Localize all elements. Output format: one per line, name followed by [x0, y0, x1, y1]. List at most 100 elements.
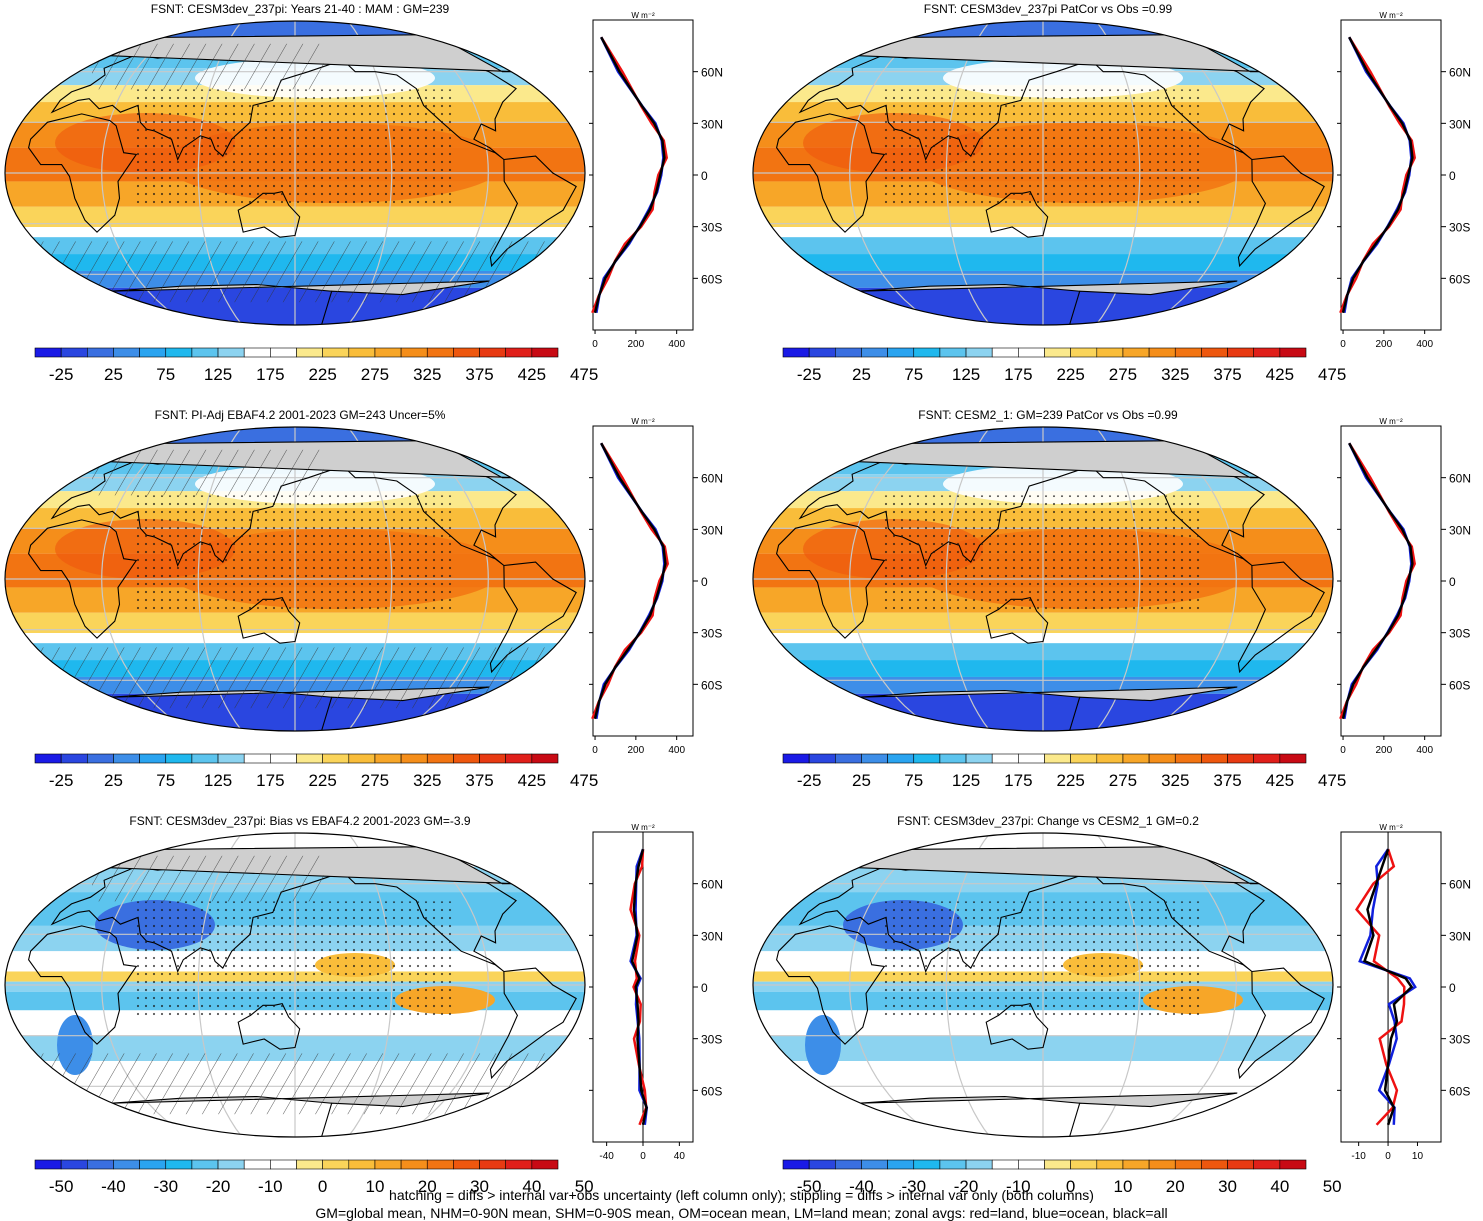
- zonal-ylabel: 30S: [1449, 1033, 1470, 1047]
- panel-title: FSNT: CESM3dev_237pi PatCor vs Obs =0.99: [923, 2, 1173, 16]
- colorbar-cell: [87, 753, 114, 764]
- colorbar-cell: [1096, 347, 1124, 358]
- colorbar-label: 175: [1004, 365, 1032, 384]
- colorbar-cell: [835, 347, 862, 358]
- panel-title: FSNT: CESM2_1: GM=239 PatCor vs Obs =0.9…: [918, 408, 1178, 422]
- colorbar-label: -10: [1006, 1177, 1031, 1196]
- zonal-ylabel: 30S: [701, 627, 722, 641]
- colorbar-label: -25: [49, 771, 74, 790]
- colorbar-cell: [322, 1159, 350, 1170]
- colorbar-cell: [808, 753, 836, 764]
- colorbar-label: -20: [954, 1177, 979, 1196]
- colorbar-cell: [479, 753, 506, 764]
- colorbar-cell: [270, 753, 297, 764]
- colorbar-label: 475: [570, 771, 598, 790]
- colorbar-cell: [887, 347, 915, 358]
- colorbar-label: 25: [852, 365, 871, 384]
- zonal-line-all: [1362, 848, 1414, 1126]
- colorbar-cell: [348, 1159, 376, 1170]
- colorbar-cell: [531, 1159, 559, 1170]
- zonal-xlabel: 200: [628, 339, 645, 350]
- colorbar-label: 125: [204, 771, 232, 790]
- colorbar-cell: [861, 347, 888, 358]
- colorbar-label: 225: [1056, 365, 1084, 384]
- colorbar-cell: [270, 347, 297, 358]
- colorbar-cell: [87, 1159, 114, 1170]
- stippling: [135, 495, 455, 610]
- footer-line-2: GM=global mean, NHM=0-90N mean, SHM=0-90…: [315, 1205, 1168, 1221]
- colorbar-cell: [348, 347, 376, 358]
- zonal-ylabel: 60S: [701, 272, 722, 286]
- colorbar-cell: [1253, 753, 1281, 764]
- colorbar-cell: [1201, 753, 1228, 764]
- zonal-ylabel: 30N: [1449, 523, 1471, 537]
- hatching: [5, 647, 585, 709]
- zonal-xlabel: 400: [1416, 745, 1433, 756]
- colorbar-cell: [1253, 347, 1281, 358]
- panel-graphics: -25 25 75 125 175 225 275 325 375 425 475 W m⁻² 60N 3…: [752, 11, 1471, 384]
- colorbar-label: 275: [361, 771, 389, 790]
- colorbar-cell: [453, 1159, 480, 1170]
- colorbar-cell: [139, 1159, 167, 1170]
- colorbar-cell: [113, 347, 140, 358]
- colorbar-label: -30: [901, 1177, 926, 1196]
- zonal-line-all: [1341, 442, 1414, 720]
- coastline-antarctica: [859, 1092, 1238, 1137]
- colorbar-label: 40: [1270, 1177, 1289, 1196]
- colorbar-cell: [191, 1159, 219, 1170]
- colorbar-cell: [87, 347, 114, 358]
- zonal-ylabel: 30N: [701, 117, 723, 131]
- colorbar-cell: [374, 347, 402, 358]
- stippling: [135, 901, 455, 1016]
- colorbar-cell: [835, 753, 862, 764]
- colorbar-cell: [861, 753, 888, 764]
- colorbar-label: 375: [1213, 771, 1241, 790]
- colorbar-label: 50: [575, 1177, 594, 1196]
- colorbar-cell: [60, 753, 88, 764]
- colorbar-label: -25: [797, 771, 822, 790]
- zonal-ylabel: 60N: [1449, 66, 1471, 80]
- zonal-ylabel: 0: [1449, 981, 1456, 995]
- panel-graphics: -25 25 75 125 175 225 275 325 375 425 475 W m⁻² 60N 3…: [4, 11, 723, 384]
- colorbar-label: 225: [1056, 771, 1084, 790]
- zonal-ylabel: 0: [701, 575, 708, 589]
- colorbar-cell: [243, 753, 271, 764]
- colorbar-label: 325: [1161, 771, 1189, 790]
- map-border: [4, 20, 586, 326]
- colorbar-cell: [348, 753, 376, 764]
- colorbar-label: 225: [308, 771, 336, 790]
- stippling: [883, 901, 1203, 1016]
- colorbar-cell: [939, 753, 967, 764]
- colorbar-cell: [1279, 1159, 1307, 1170]
- colorbar-cell: [217, 753, 245, 764]
- colorbar-label: -50: [797, 1177, 822, 1196]
- zonal-xlabel: 0: [592, 339, 598, 350]
- colorbar-cell: [965, 347, 993, 358]
- colorbar-label: 30: [1218, 1177, 1237, 1196]
- zonal-line-land: [1339, 36, 1416, 314]
- colorbar-label: 125: [952, 771, 980, 790]
- colorbar-cell: [1201, 347, 1228, 358]
- colorbar-cell: [1018, 753, 1045, 764]
- colorbar-cell: [1174, 347, 1202, 358]
- stippling: [883, 495, 1203, 610]
- colorbar-cell: [60, 347, 88, 358]
- colorbar-cell: [400, 1159, 428, 1170]
- colorbar-label: 40: [522, 1177, 541, 1196]
- colorbar-cell: [400, 347, 428, 358]
- colorbar-cell: [426, 1159, 454, 1170]
- panel-title: FSNT: CESM3dev_237pi: Change vs CESM2_1 …: [897, 814, 1199, 828]
- colorbar-cell: [1096, 1159, 1124, 1170]
- graticule-lon: [849, 21, 938, 325]
- colorbar-cell: [1148, 347, 1176, 358]
- zonal-ylabel: 0: [701, 981, 708, 995]
- colorbar-cell: [296, 1159, 323, 1170]
- hatching: [5, 1053, 585, 1115]
- colorbar-cell: [1044, 753, 1071, 764]
- colorbar-cell: [113, 753, 140, 764]
- colorbar-cell: [165, 753, 193, 764]
- colorbar-cell: [1096, 753, 1124, 764]
- map-border: [752, 832, 1334, 1138]
- colorbar-cell: [782, 1159, 810, 1170]
- zonal-frame: [1340, 831, 1442, 1143]
